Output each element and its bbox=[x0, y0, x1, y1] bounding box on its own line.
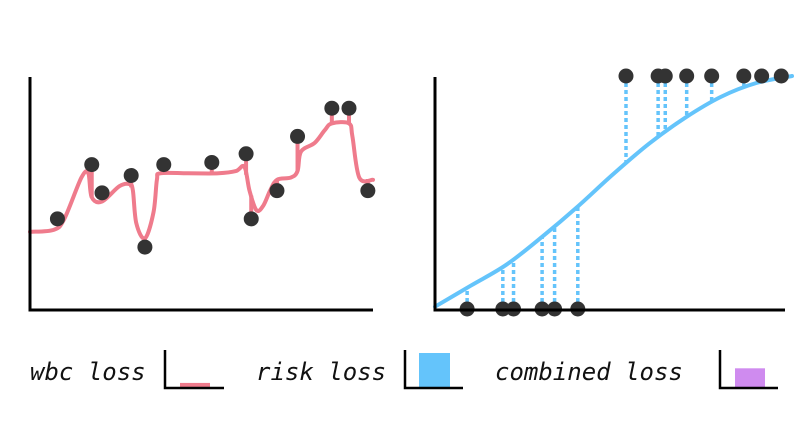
wbc-loss-panel bbox=[28, 77, 376, 312]
right-point-8 bbox=[657, 68, 673, 84]
right-point-13 bbox=[773, 68, 789, 84]
left-point-8 bbox=[243, 211, 259, 227]
left-axes bbox=[28, 77, 373, 312]
left-point-7 bbox=[238, 146, 254, 162]
wbc-loss-curve bbox=[28, 120, 375, 241]
right-point-10 bbox=[704, 68, 720, 84]
right-point-11 bbox=[736, 68, 752, 84]
left-point-5 bbox=[156, 157, 172, 173]
right-point-6 bbox=[618, 68, 634, 84]
legend-item-risk: risk loss bbox=[256, 350, 463, 390]
left-point-10 bbox=[290, 128, 306, 144]
left-point-13 bbox=[360, 183, 376, 199]
left-point-0 bbox=[49, 211, 65, 227]
left-point-9 bbox=[269, 183, 285, 199]
legend-swatch-risk bbox=[419, 353, 450, 387]
left-point-6 bbox=[204, 154, 220, 170]
right-axes bbox=[433, 77, 785, 312]
left-point-4 bbox=[137, 239, 153, 255]
left-point-2 bbox=[94, 185, 110, 201]
risk-data-points bbox=[459, 68, 789, 317]
right-point-9 bbox=[679, 68, 695, 84]
legend-axes-risk bbox=[403, 350, 463, 390]
right-point-12 bbox=[754, 68, 770, 84]
legend-axes-wbc bbox=[163, 350, 224, 390]
legend-label-wbc: wbc loss bbox=[30, 358, 146, 386]
risk-residual-lines bbox=[465, 76, 784, 309]
legend: wbc loss risk loss combined loss bbox=[30, 350, 778, 390]
legend-item-wbc: wbc loss bbox=[30, 350, 224, 390]
legend-swatch-combined bbox=[735, 368, 765, 387]
wbc-data-points bbox=[49, 100, 376, 255]
left-point-1 bbox=[84, 157, 100, 173]
left-point-12 bbox=[341, 100, 357, 116]
left-point-11 bbox=[324, 100, 340, 116]
legend-item-combined: combined loss bbox=[495, 350, 778, 390]
left-point-3 bbox=[123, 167, 139, 183]
wbc-residual-lines bbox=[55, 108, 370, 248]
legend-swatch-wbc bbox=[180, 382, 210, 387]
risk-loss-panel bbox=[433, 68, 794, 317]
risk-loss-curve bbox=[433, 74, 794, 309]
legend-label-risk: risk loss bbox=[256, 358, 386, 386]
legend-axes-combined bbox=[718, 350, 778, 390]
legend-label-combined: combined loss bbox=[495, 358, 683, 386]
